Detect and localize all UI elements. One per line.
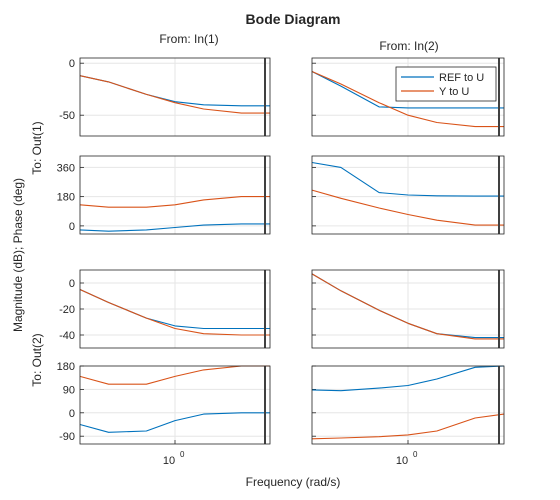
x-tick-label-exponent: 0: [180, 450, 185, 459]
panel-7: 180 90 0 -90 10 0: [57, 361, 271, 467]
series-line-y-to-u: [311, 189, 504, 226]
y-tick-label: 180: [57, 192, 75, 204]
axes-box: [311, 155, 505, 235]
y-tick-label: 0: [69, 221, 75, 233]
column-label-1: From: In(1): [159, 32, 218, 46]
panel-5: 0 -20 -40: [59, 269, 271, 349]
panel-3: 360 180 0: [57, 155, 271, 235]
row-label-2: To: Out(2): [30, 333, 44, 386]
series-line-ref-to-u: [311, 365, 505, 392]
legend-label-2: Y to U: [439, 86, 469, 98]
y-tick-label: 180: [57, 361, 75, 373]
series-line-ref-to-u: [79, 412, 270, 433]
legend-label-1: REF to U: [439, 72, 484, 84]
y-axis-label: Magnitude (dB); Phase (deg): [11, 178, 25, 332]
axes-box: [311, 269, 505, 349]
series-line-ref-to-u: [311, 71, 504, 109]
row-label-1: To: Out(1): [30, 121, 44, 174]
y-tick-label: -50: [59, 110, 75, 122]
y-tick-label: 0: [69, 408, 75, 420]
series-line-ref-to-u: [311, 161, 504, 197]
legend-box: [395, 66, 497, 102]
series-line-y-to-u: [79, 75, 270, 114]
series-line-ref-to-u: [79, 223, 270, 232]
x-tick-label: 10: [163, 455, 175, 467]
axes-box: [79, 155, 271, 235]
series-line-y-to-u: [311, 70, 504, 128]
legend: REF to U Y to U: [395, 66, 497, 102]
y-tick-label: 360: [57, 162, 75, 174]
x-tick-label: 10: [396, 455, 408, 467]
series-line-y-to-u: [79, 196, 270, 208]
x-axis-label: Frequency (rad/s): [246, 475, 341, 489]
y-tick-label: 0: [69, 58, 75, 70]
y-tick-label: -40: [59, 330, 75, 342]
panel-1: 0 -50: [59, 57, 271, 137]
axes-box: [79, 269, 271, 349]
y-tick-label: 0: [69, 278, 75, 290]
panel-4: [311, 155, 505, 235]
y-tick-label: -20: [59, 304, 75, 316]
series-line-y-to-u: [311, 413, 505, 440]
panel-6: [311, 269, 505, 349]
chart-title: Bode Diagram: [246, 11, 341, 27]
x-tick-label-exponent: 0: [413, 450, 418, 459]
panel-8: 10 0: [311, 365, 505, 467]
column-label-2: From: In(2): [379, 39, 438, 53]
series-line-y-to-u: [79, 288, 270, 336]
y-tick-label: 90: [63, 384, 75, 396]
axes-box: [311, 57, 505, 137]
panels-layer: 0 -50 360 180 0 0 -20 -40 180 90 0 -90 10 0 10 0: [57, 57, 505, 467]
y-tick-label: -90: [59, 431, 75, 443]
series-line-y-to-u: [311, 273, 504, 340]
axes-box: [79, 57, 271, 137]
